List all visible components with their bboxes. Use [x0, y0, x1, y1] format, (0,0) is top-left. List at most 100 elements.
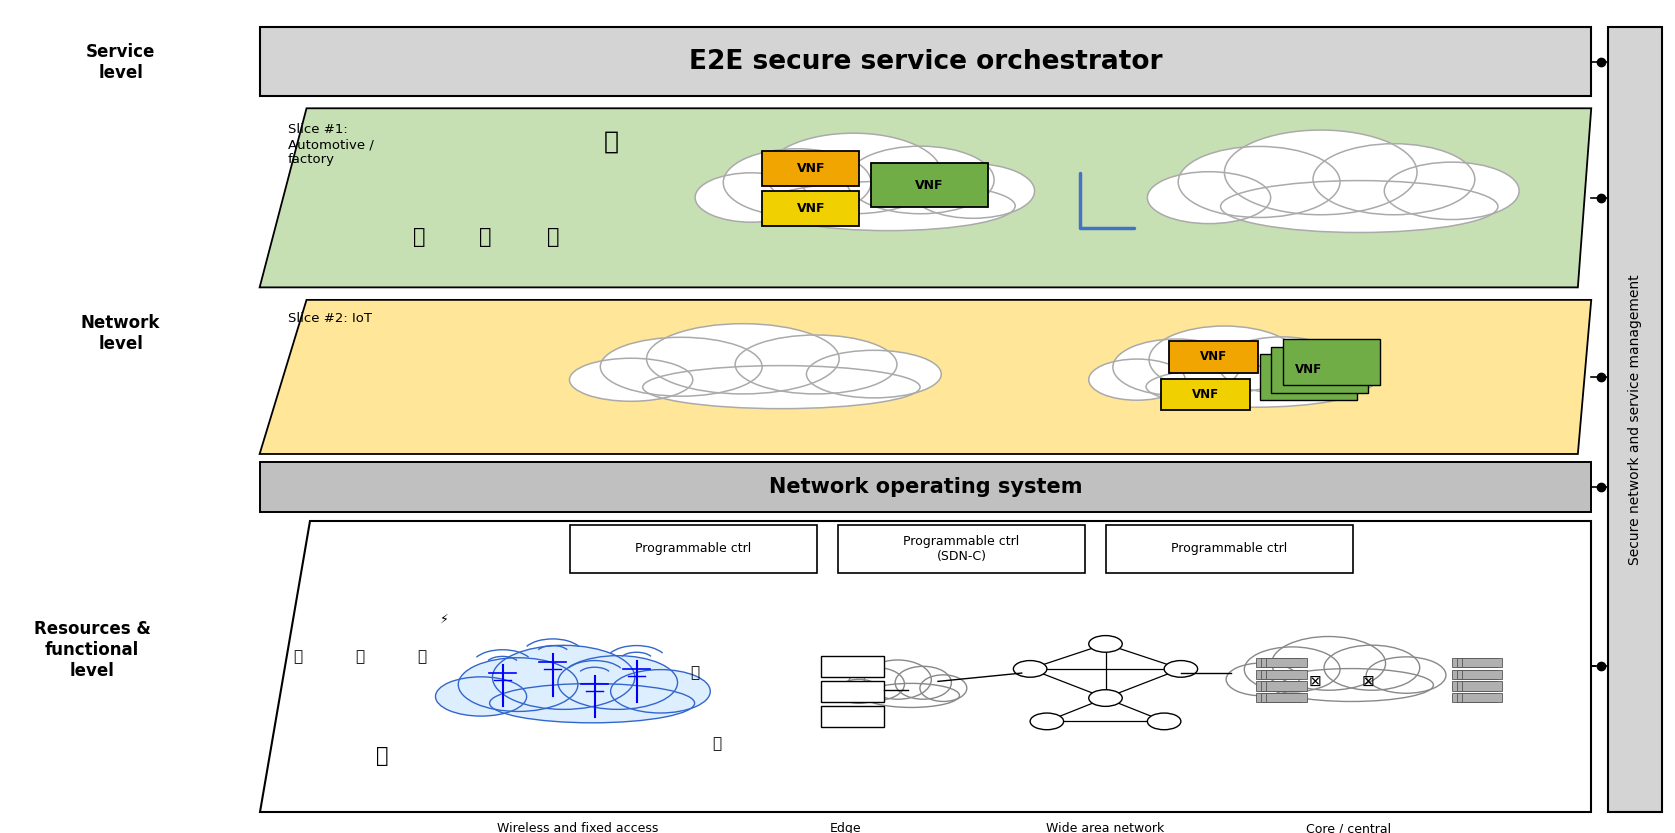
FancyBboxPatch shape	[821, 706, 884, 727]
Text: 🏭: 🏭	[712, 736, 722, 751]
Text: Wireless and fixed access: Wireless and fixed access	[497, 822, 658, 833]
Ellipse shape	[1367, 657, 1446, 693]
Text: Network
level: Network level	[80, 314, 161, 352]
Ellipse shape	[920, 675, 966, 701]
FancyBboxPatch shape	[1161, 378, 1250, 411]
FancyBboxPatch shape	[1452, 693, 1492, 702]
Ellipse shape	[1112, 339, 1240, 396]
Circle shape	[1030, 713, 1064, 730]
Circle shape	[1147, 713, 1181, 730]
FancyBboxPatch shape	[1283, 340, 1380, 386]
FancyBboxPatch shape	[1462, 693, 1502, 702]
Ellipse shape	[1149, 326, 1300, 393]
Ellipse shape	[1275, 352, 1380, 397]
Ellipse shape	[806, 351, 941, 398]
Circle shape	[1089, 636, 1122, 652]
Ellipse shape	[863, 683, 960, 707]
Text: 🚙: 🚙	[355, 649, 365, 664]
Ellipse shape	[894, 666, 951, 699]
Ellipse shape	[1218, 337, 1345, 393]
FancyBboxPatch shape	[1256, 658, 1296, 667]
FancyBboxPatch shape	[838, 525, 1085, 573]
FancyBboxPatch shape	[1462, 658, 1502, 667]
FancyBboxPatch shape	[1266, 670, 1306, 679]
FancyBboxPatch shape	[1261, 693, 1301, 702]
Text: VNF: VNF	[1199, 351, 1228, 363]
Text: 🦾: 🦾	[605, 129, 618, 153]
Ellipse shape	[1178, 147, 1340, 217]
FancyBboxPatch shape	[260, 462, 1591, 512]
Text: 🦾: 🦾	[375, 746, 389, 766]
Text: Network operating system: Network operating system	[769, 477, 1082, 497]
Ellipse shape	[647, 324, 839, 394]
Ellipse shape	[911, 164, 1035, 218]
Ellipse shape	[1224, 130, 1417, 215]
Ellipse shape	[492, 646, 635, 710]
FancyBboxPatch shape	[1452, 681, 1492, 691]
FancyBboxPatch shape	[1261, 681, 1301, 691]
FancyBboxPatch shape	[1169, 342, 1258, 373]
Ellipse shape	[611, 670, 710, 713]
Text: ⊠: ⊠	[1308, 674, 1322, 689]
Ellipse shape	[1245, 647, 1340, 692]
FancyBboxPatch shape	[1608, 27, 1662, 812]
Ellipse shape	[643, 366, 920, 409]
FancyBboxPatch shape	[1261, 658, 1301, 667]
Ellipse shape	[1271, 636, 1385, 691]
Ellipse shape	[436, 677, 526, 716]
Text: 🚙: 🚙	[546, 227, 559, 247]
FancyBboxPatch shape	[1457, 658, 1497, 667]
FancyBboxPatch shape	[1261, 670, 1301, 679]
Circle shape	[1013, 661, 1047, 677]
Text: Programmable ctrl: Programmable ctrl	[635, 542, 752, 556]
Text: VNF: VNF	[1295, 363, 1322, 377]
FancyBboxPatch shape	[1271, 347, 1368, 393]
FancyBboxPatch shape	[821, 681, 884, 702]
Text: VNF: VNF	[915, 178, 945, 192]
Polygon shape	[260, 521, 1591, 812]
Text: Programmable ctrl: Programmable ctrl	[1171, 542, 1288, 556]
Ellipse shape	[838, 679, 881, 703]
Text: 🚙: 🚙	[293, 649, 303, 664]
Text: 📡: 📡	[690, 666, 700, 681]
Ellipse shape	[570, 358, 693, 402]
Ellipse shape	[1323, 646, 1420, 691]
FancyBboxPatch shape	[1452, 658, 1492, 667]
Text: Core / central
cloud: Core / central cloud	[1306, 822, 1390, 833]
Text: 🚙: 🚙	[479, 227, 492, 247]
FancyBboxPatch shape	[1266, 693, 1306, 702]
Ellipse shape	[864, 660, 931, 699]
Ellipse shape	[558, 656, 677, 710]
Ellipse shape	[846, 146, 995, 214]
FancyBboxPatch shape	[1452, 670, 1492, 679]
Ellipse shape	[762, 182, 1015, 231]
Ellipse shape	[1089, 359, 1186, 400]
FancyBboxPatch shape	[1457, 670, 1497, 679]
Ellipse shape	[1147, 172, 1271, 223]
Ellipse shape	[459, 658, 578, 711]
FancyBboxPatch shape	[1266, 681, 1306, 691]
Ellipse shape	[695, 172, 807, 222]
FancyBboxPatch shape	[1256, 681, 1296, 691]
Polygon shape	[260, 108, 1591, 287]
Text: VNF: VNF	[1191, 388, 1219, 401]
FancyBboxPatch shape	[1457, 693, 1497, 702]
Ellipse shape	[1270, 669, 1434, 701]
Text: Service
level: Service level	[85, 43, 156, 82]
Text: 🚙: 🚙	[412, 227, 425, 247]
Text: ⚡: ⚡	[439, 612, 449, 626]
Text: Wide area network: Wide area network	[1047, 822, 1164, 833]
FancyBboxPatch shape	[1457, 681, 1497, 691]
FancyBboxPatch shape	[1256, 693, 1296, 702]
Text: E2E secure service orchestrator: E2E secure service orchestrator	[688, 48, 1162, 75]
FancyBboxPatch shape	[762, 151, 859, 186]
FancyBboxPatch shape	[821, 656, 884, 677]
FancyBboxPatch shape	[762, 191, 859, 226]
Text: Secure network and service management: Secure network and service management	[1628, 275, 1642, 565]
Ellipse shape	[765, 133, 941, 214]
Ellipse shape	[1313, 144, 1476, 215]
FancyBboxPatch shape	[1106, 525, 1353, 573]
Ellipse shape	[735, 335, 898, 394]
Text: Edge
cloud: Edge cloud	[829, 822, 863, 833]
Text: VNF: VNF	[796, 162, 826, 175]
